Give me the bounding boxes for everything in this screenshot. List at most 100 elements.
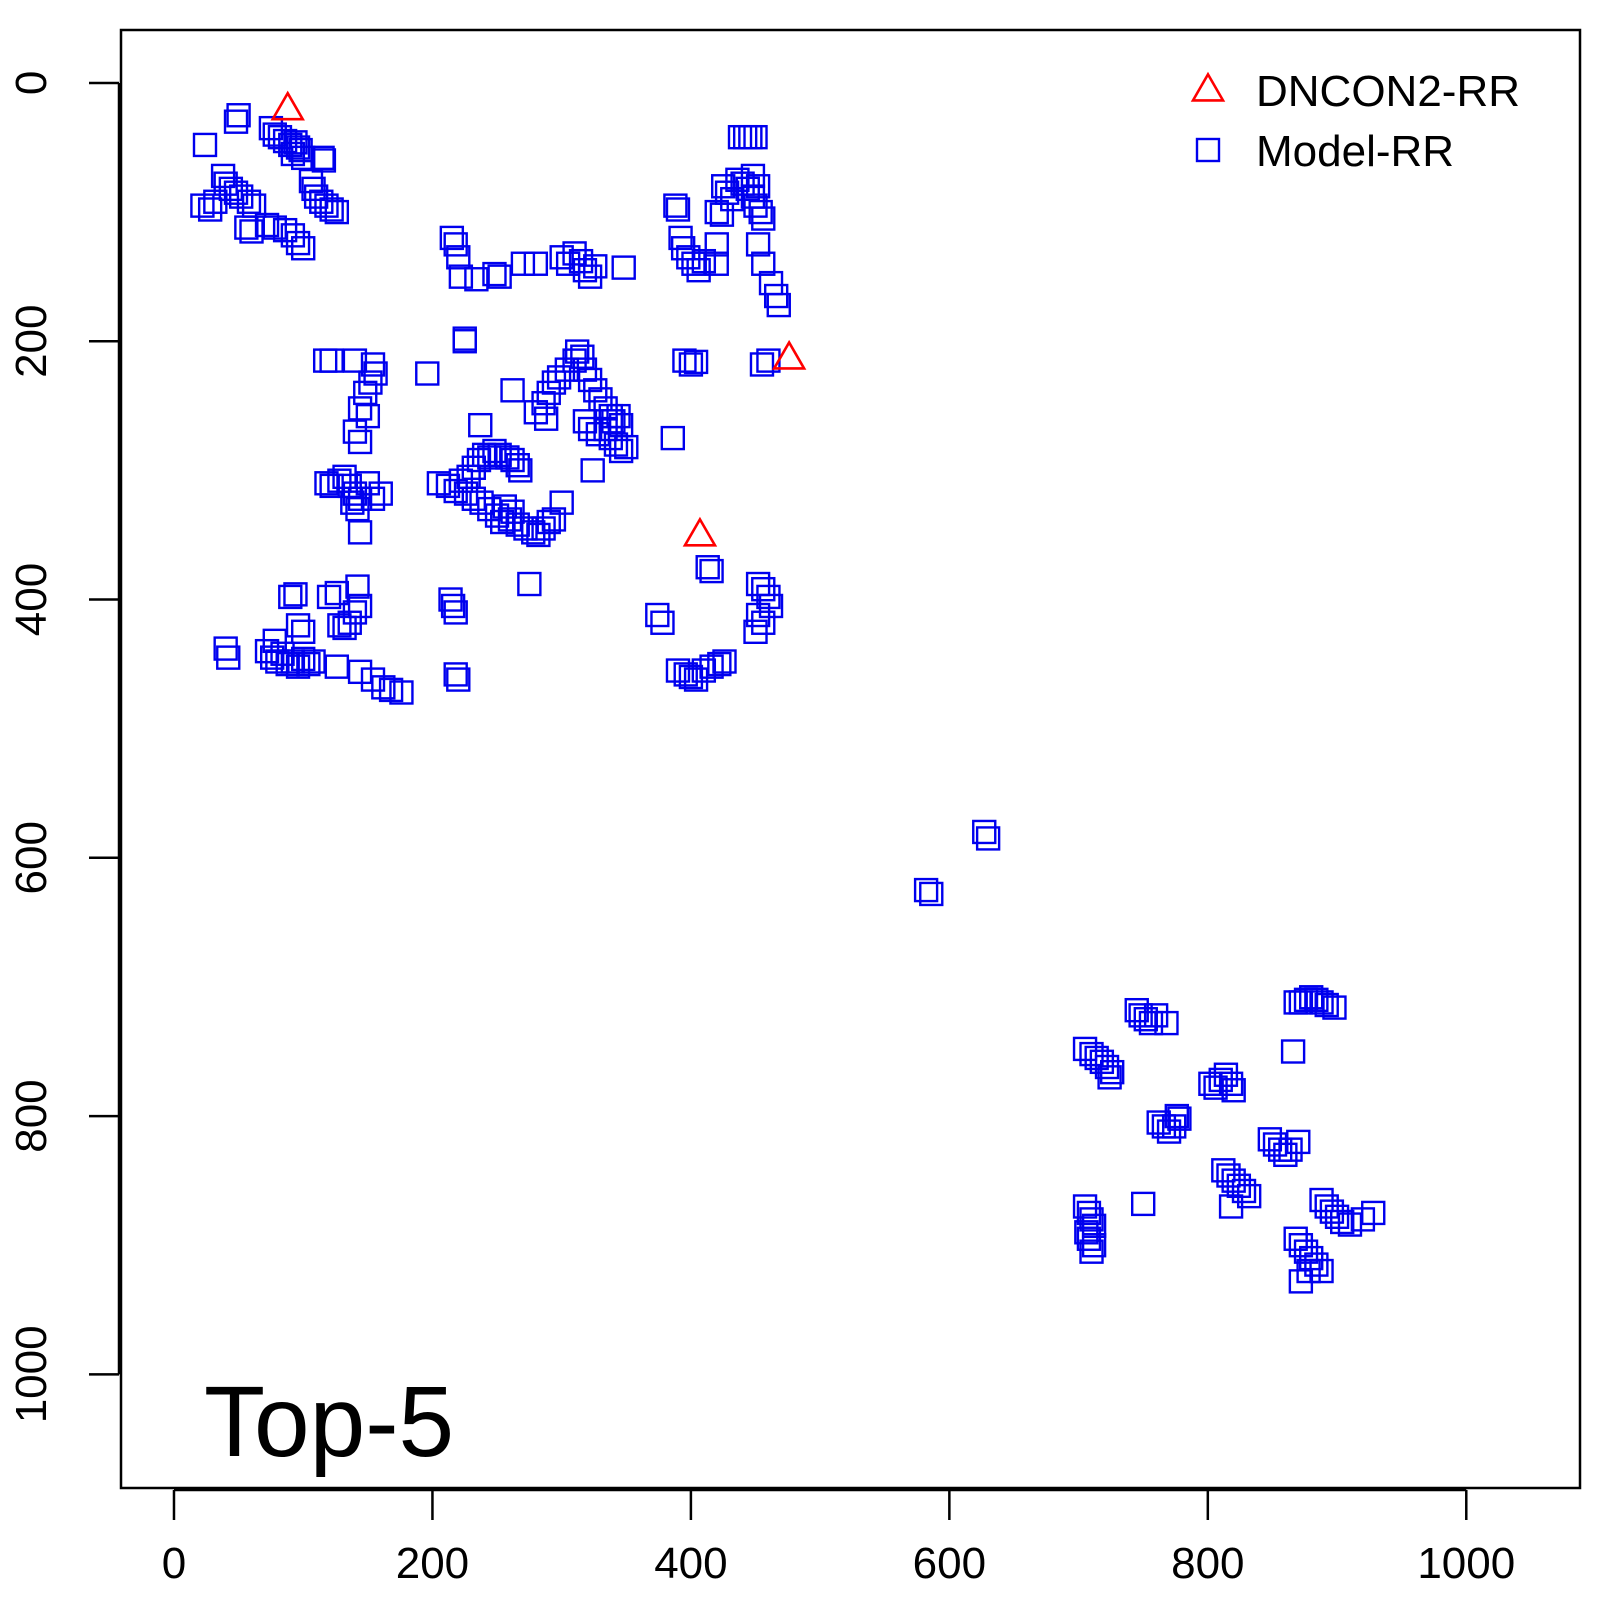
model-rr-point	[645, 602, 670, 628]
model-rr-point	[704, 251, 729, 276]
model-rr-point	[580, 458, 605, 483]
model-rr-point	[743, 193, 768, 218]
model-rr-point	[1218, 1071, 1244, 1096]
model-rr-point	[572, 409, 598, 434]
model-rr-point	[283, 582, 308, 607]
model-rr-point	[452, 326, 477, 351]
model-rr-point	[601, 409, 626, 434]
model-rr-point	[751, 251, 776, 276]
model-rr-point	[353, 380, 378, 406]
model-rr-point	[745, 602, 771, 628]
model-rr-point	[223, 180, 249, 205]
model-rr-point	[443, 600, 468, 625]
model-rr-point	[1099, 1059, 1125, 1085]
model-rr-point	[1076, 1200, 1102, 1226]
model-rr-point	[234, 215, 259, 240]
model-rr-point	[482, 438, 507, 464]
model-rr-point	[1154, 1010, 1179, 1036]
model-rr-point	[1164, 1103, 1190, 1129]
model-rr-point	[751, 576, 776, 602]
model-rr-point	[691, 248, 717, 274]
model-rr-point	[1221, 1078, 1246, 1103]
model-rr-point	[337, 610, 362, 635]
model-rr-point	[453, 481, 479, 506]
model-rr-point	[258, 115, 284, 141]
model-rr-point	[190, 193, 215, 218]
model-rr-point	[745, 232, 771, 257]
model-rr-point	[278, 584, 303, 610]
model-rr-point	[1097, 1065, 1122, 1090]
model-rr-point	[340, 490, 365, 515]
model-rr-point	[203, 189, 228, 214]
data-points	[190, 90, 1386, 1294]
model-rr-point	[492, 494, 518, 519]
model-rr-point	[678, 352, 704, 377]
x-tick-label: 400	[654, 1539, 727, 1588]
model-rr-point	[1079, 1207, 1104, 1232]
model-rr-point	[342, 348, 368, 373]
legend: DNCON2-RR Model-RR	[1190, 67, 1520, 176]
model-rr-point	[683, 349, 709, 375]
dncon2-rr-point	[270, 90, 305, 121]
model-rr-point	[758, 593, 784, 619]
model-rr-point	[505, 453, 530, 478]
model-rr-point	[487, 264, 512, 289]
model-rr-point	[766, 292, 791, 318]
model-rr-point	[1213, 1062, 1239, 1087]
model-rr-point	[1138, 1010, 1164, 1036]
model-rr-point	[500, 378, 525, 403]
model-rr-point	[291, 145, 316, 171]
y-tick-label: 0	[7, 71, 56, 95]
model-rr-point	[311, 148, 337, 173]
model-rr-point	[223, 109, 249, 134]
legend-label: Model-RR	[1256, 127, 1454, 176]
model-rr-point	[272, 217, 298, 243]
model-rr-point	[482, 261, 507, 287]
model-rr-point	[236, 189, 262, 214]
model-rr-point	[1304, 1252, 1329, 1277]
model-rr-point	[446, 245, 471, 270]
y-tick-label: 600	[7, 821, 56, 894]
model-rr-point	[1167, 1106, 1192, 1131]
model-rr-point	[389, 680, 414, 705]
model-rr-point	[763, 283, 789, 309]
x-tick-label: 800	[1171, 1539, 1244, 1588]
model-rr-point	[371, 675, 396, 700]
model-rr-point	[319, 473, 344, 499]
model-rr-point	[1322, 995, 1347, 1020]
model-rr-point	[517, 571, 542, 597]
x-tick-label: 0	[162, 1539, 186, 1588]
model-rr-point	[415, 361, 440, 386]
plot-frame	[119, 28, 1582, 1490]
model-rr-point	[546, 365, 572, 390]
model-rr-point	[1131, 1191, 1156, 1217]
model-rr-point	[345, 574, 370, 599]
model-rr-point	[347, 396, 373, 421]
model-rr-point	[285, 230, 311, 256]
model-rr-point	[291, 619, 316, 644]
model-rr-point	[360, 352, 386, 377]
model-rr-point	[1081, 1233, 1107, 1258]
model-rr-point	[324, 580, 350, 606]
model-rr-point	[226, 103, 251, 128]
model-rr-point	[312, 348, 338, 373]
model-rr-point	[347, 520, 373, 545]
model-rr-point	[608, 412, 634, 438]
model-rr-point	[1218, 1194, 1244, 1219]
model-rr-point	[1314, 992, 1339, 1018]
model-rr-point	[1361, 1200, 1386, 1226]
model-rr-point	[523, 251, 549, 276]
model-rr-point	[611, 255, 636, 280]
model-rr-point	[695, 555, 720, 580]
model-rr-point	[683, 667, 709, 692]
model-rr-point	[650, 610, 675, 635]
model-rr-point	[497, 507, 523, 532]
model-rr-point	[699, 558, 724, 584]
model-rr-point	[291, 236, 316, 261]
axes: 0 200 400 600 800 1000 0 200 400 600 800 1000	[7, 71, 1515, 1588]
model-rr-point	[448, 468, 474, 493]
model-rr-point	[711, 174, 736, 199]
model-rr-point	[740, 163, 766, 189]
model-rr-point	[913, 877, 939, 903]
